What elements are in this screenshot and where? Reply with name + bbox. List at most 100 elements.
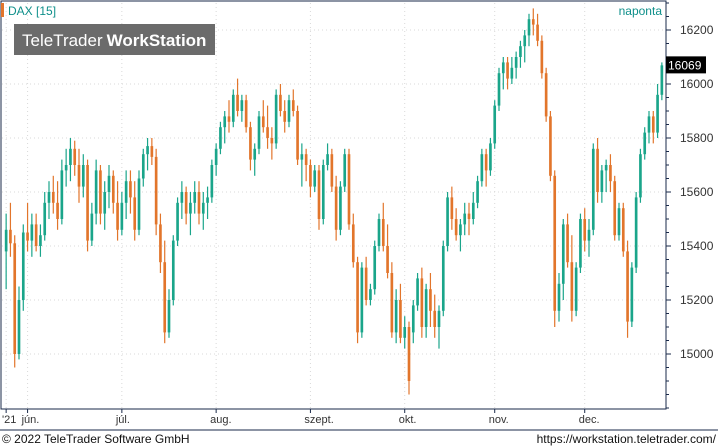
candle [476, 175, 479, 209]
candle-body [351, 224, 355, 263]
candle-body [531, 19, 535, 25]
candle [356, 256, 359, 344]
candle-body [81, 165, 85, 187]
candle [587, 219, 591, 257]
candle [189, 192, 192, 236]
candle-body [244, 100, 248, 128]
candle [420, 267, 424, 338]
candle-body [283, 111, 287, 122]
candle-body [540, 40, 544, 74]
candle-body [433, 310, 437, 327]
candle-body [643, 132, 647, 155]
candle [94, 159, 98, 225]
candle-body [566, 224, 569, 263]
candle [544, 67, 548, 122]
candle-body [300, 154, 304, 160]
candle-body [613, 181, 617, 236]
candle-body [201, 202, 205, 214]
last-price-value: 16069 [668, 58, 702, 72]
candle-body [471, 202, 475, 219]
candle [313, 165, 317, 192]
candle-body [120, 202, 124, 230]
candle [381, 202, 385, 252]
candle-body [446, 197, 449, 246]
candle-body [450, 197, 454, 219]
candle-body [150, 146, 154, 157]
candle-body [129, 181, 132, 198]
candle [351, 213, 355, 268]
candle-body [107, 175, 111, 192]
candle [103, 181, 107, 230]
candle-body [523, 35, 527, 47]
candle [467, 202, 471, 236]
candle [137, 170, 141, 236]
candle [163, 240, 167, 344]
candle [283, 100, 287, 133]
x-tick-label: szept. [304, 414, 333, 426]
candle-body [343, 154, 347, 187]
x-tick-label: júl. [115, 414, 130, 426]
candle [30, 213, 34, 257]
instrument-label[interactable]: DAX [15] [8, 4, 56, 18]
candle [480, 148, 484, 187]
candle [519, 40, 522, 68]
candle [167, 289, 171, 338]
candle [21, 224, 25, 311]
candle-body [596, 148, 599, 192]
candle [377, 213, 381, 252]
candle-body [356, 262, 359, 333]
candle [60, 159, 64, 225]
candle-body [197, 192, 201, 214]
candle [386, 224, 389, 279]
candle [531, 8, 535, 36]
candle-body [180, 192, 184, 203]
candle [223, 111, 227, 144]
x-tick-label: okt. [399, 414, 417, 426]
y-axis-ticks: 15000 15200 15400 15600 15800 16000 16200 [666, 2, 714, 409]
candle [249, 121, 252, 171]
candle-body [274, 94, 278, 144]
candle [116, 181, 119, 241]
candle-body [240, 100, 244, 111]
logo-background [14, 24, 215, 55]
candle [146, 138, 149, 171]
candle [4, 213, 8, 290]
y-tick-label: 15000 [680, 347, 714, 361]
candle-body [386, 246, 389, 273]
candle [579, 213, 582, 273]
candle [617, 202, 621, 241]
candle [360, 262, 364, 338]
candle-body [39, 235, 42, 246]
candle [240, 94, 244, 122]
candle [184, 186, 188, 225]
candle-body [604, 165, 608, 171]
candle [210, 159, 214, 203]
candle-body [536, 24, 539, 41]
candle-body [369, 289, 372, 300]
candle-body [184, 192, 188, 214]
period-label[interactable]: naponta [619, 4, 663, 18]
footer-url[interactable]: https://workstation.teletrader.com/ [537, 432, 717, 446]
candle [107, 165, 111, 209]
candle-body [210, 165, 214, 198]
candle [506, 57, 509, 90]
candle-body [626, 251, 629, 322]
candle [369, 283, 372, 306]
last-price-tag: 16069 [666, 56, 706, 74]
candle [437, 305, 441, 349]
candle [261, 100, 265, 133]
candle-body [579, 219, 582, 268]
candle [347, 148, 351, 230]
candle [120, 192, 124, 236]
candle-body [30, 224, 34, 241]
candle-body [519, 46, 522, 57]
candle-body [476, 181, 479, 203]
candle-body [527, 19, 531, 36]
candle-body [587, 229, 591, 241]
x-tick-label: aug. [210, 414, 231, 426]
candle-body [454, 219, 458, 236]
candle [656, 84, 659, 138]
x-tick-label: nov. [489, 414, 509, 426]
candle [454, 208, 458, 241]
candle [510, 57, 514, 84]
